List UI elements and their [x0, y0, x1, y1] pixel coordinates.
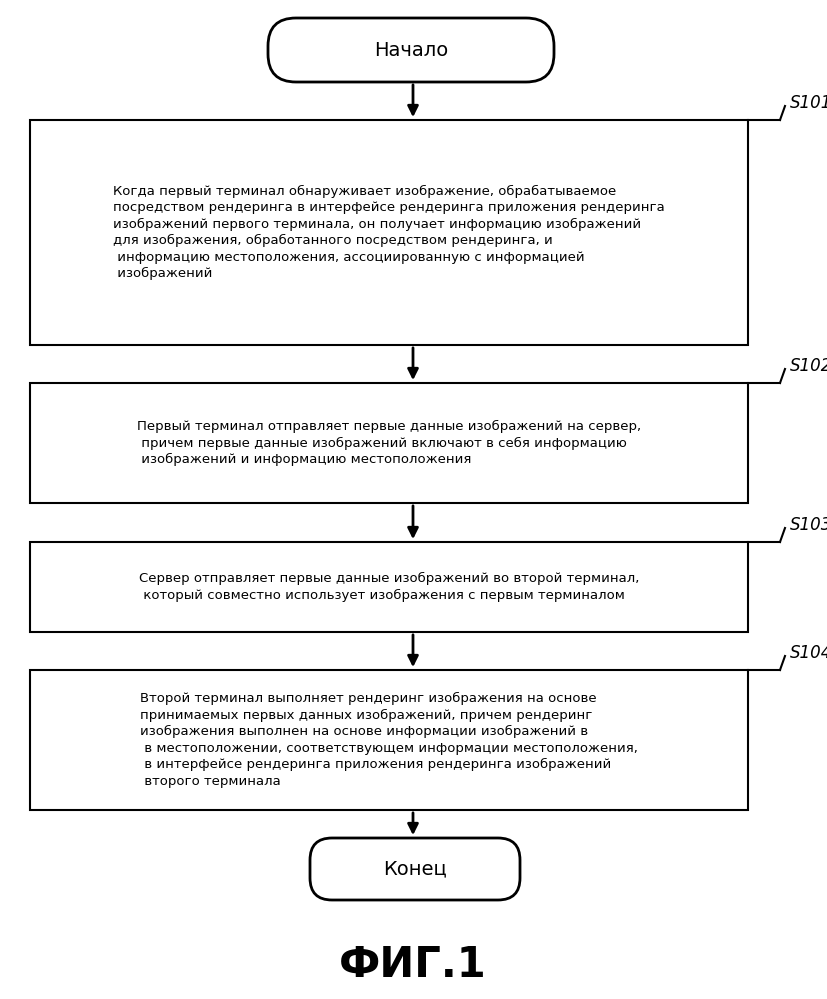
FancyBboxPatch shape — [30, 120, 748, 345]
Text: S101: S101 — [790, 94, 827, 112]
Text: Сервер отправляет первые данные изображений во второй терминал,
 который совмест: Сервер отправляет первые данные изображе… — [139, 572, 639, 601]
Text: Конец: Конец — [383, 859, 447, 878]
FancyBboxPatch shape — [30, 383, 748, 503]
Text: Когда первый терминал обнаруживает изображение, обрабатываемое
посредством ренде: Когда первый терминал обнаруживает изобр… — [113, 185, 665, 281]
Text: ФИГ.1: ФИГ.1 — [339, 944, 487, 986]
FancyBboxPatch shape — [268, 18, 554, 82]
Text: Второй терминал выполняет рендеринг изображения на основе
принимаемых первых дан: Второй терминал выполняет рендеринг изоб… — [140, 692, 638, 788]
FancyBboxPatch shape — [310, 838, 520, 900]
Text: S102: S102 — [790, 357, 827, 375]
Text: S104: S104 — [790, 644, 827, 662]
Text: Первый терминал отправляет первые данные изображений на сервер,
 причем первые д: Первый терминал отправляет первые данные… — [137, 420, 641, 467]
Text: Начало: Начало — [374, 41, 448, 60]
Text: S103: S103 — [790, 516, 827, 534]
FancyBboxPatch shape — [30, 542, 748, 632]
FancyBboxPatch shape — [30, 670, 748, 810]
